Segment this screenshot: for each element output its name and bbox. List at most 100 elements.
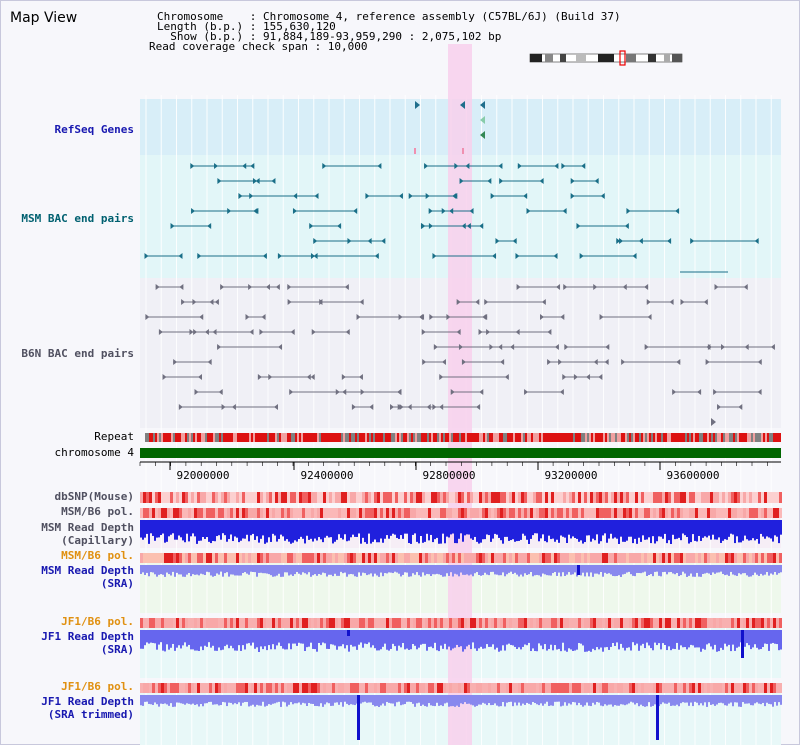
- jf1-b6-pol2-label[interactable]: JF1/B6 pol.: [61, 680, 134, 693]
- msm-sra-depth: [772, 565, 774, 575]
- msm-b6-pol2-strip: [422, 553, 425, 563]
- msm-b6-pol2-strip: [446, 553, 449, 563]
- msm-sra-depth: [410, 565, 412, 577]
- dbsnp-strip: [515, 492, 518, 503]
- refseq-genes-label[interactable]: RefSeq Genes: [54, 123, 134, 136]
- jf1-b6-pol2-strip: [698, 683, 701, 693]
- msm-cap-depth: [502, 520, 504, 544]
- msm-bac-label[interactable]: MSM BAC end pairs: [21, 212, 134, 225]
- msm-b6-pol-label[interactable]: MSM/B6 pol.: [61, 505, 134, 518]
- jf1-b6-pol-label[interactable]: JF1/B6 pol.: [61, 615, 134, 628]
- repeat-segment: [531, 433, 533, 442]
- msm-cap-depth: [702, 520, 704, 538]
- jf1-sra-depth: [528, 630, 530, 643]
- repeat-segment: [393, 433, 395, 442]
- msm-b6-pol2-strip: [641, 553, 644, 563]
- jf1-sra-depth: [278, 630, 280, 643]
- repeat-segment: [375, 433, 377, 442]
- jf1-b6-pol2-strip: [596, 683, 599, 693]
- jf1-read-depth-trimmed-label[interactable]: JF1 Read Depth: [41, 695, 134, 708]
- b6n-bac-pair-end: [426, 404, 431, 410]
- jf1-sra-depth: [312, 630, 314, 649]
- repeat-segment: [409, 433, 411, 442]
- jf1-sra-depth: [598, 630, 600, 650]
- msm-b6-pol2-strip: [701, 553, 704, 563]
- dbsnp-strip: [428, 492, 431, 503]
- msm-cap-depth: [454, 520, 456, 544]
- dbsnp-strip: [416, 492, 419, 503]
- msm-sra-depth: [656, 565, 658, 572]
- b6n-bac-label[interactable]: B6N BAC end pairs: [21, 347, 134, 360]
- msm-b6-pol-strip: [605, 508, 608, 518]
- msm-b6-pol2-strip: [596, 553, 599, 563]
- b6n-bac-pair-end: [358, 374, 363, 380]
- jf1-b6-pol2-strip: [206, 683, 209, 693]
- jf1-trim-depth: [538, 695, 540, 706]
- msm-b6-pol2-strip: [491, 553, 494, 563]
- jf1-trim-depth: [716, 695, 718, 705]
- jf1-sra-depth: [152, 630, 154, 643]
- msm-sra-depth: [192, 565, 194, 575]
- jf1-trim-depth: [166, 695, 168, 705]
- jf1-b6-pol2-strip: [581, 683, 584, 693]
- jf1-b6-pol2-strip: [773, 683, 776, 693]
- repeat-segment: [661, 433, 663, 442]
- jf1-trim-depth: [254, 695, 256, 707]
- jf1-sra-depth: [480, 630, 482, 647]
- repeat-segment: [401, 433, 403, 442]
- jf1-sra-depth: [452, 630, 454, 649]
- msm-cap-depth: [168, 520, 170, 537]
- jf1-read-depth-sra-label[interactable]: JF1 Read Depth: [41, 630, 134, 643]
- jf1-sra-depth: [672, 630, 674, 649]
- jf1-b6-pol2-strip: [179, 683, 182, 693]
- msm-bac-pair-end: [408, 193, 413, 199]
- msm-sra-depth: [404, 565, 406, 573]
- msm-read-depth-cap-label[interactable]: MSM Read Depth: [41, 521, 134, 534]
- jf1-trim-depth: [200, 695, 202, 705]
- jf1-sra-depth: [416, 630, 418, 650]
- dbsnp-strip: [482, 492, 485, 503]
- jf1-trim-depth: [536, 695, 538, 705]
- msm-sra-depth: [452, 565, 454, 577]
- msm-sra-depth: [334, 565, 336, 574]
- jf1-b6-pol-strip: [359, 618, 362, 628]
- msm-b6-pol-strip: [335, 508, 338, 518]
- jf1-sra-depth: [612, 630, 614, 644]
- msm-cap-depth: [364, 520, 366, 543]
- msm-bac-pair-end: [495, 238, 500, 244]
- msm-b6-pol2-label[interactable]: MSM/B6 pol.: [61, 549, 134, 562]
- msm-sra-depth: [164, 565, 166, 577]
- jf1-trim-depth: [622, 695, 624, 705]
- msm-b6-pol-strip: [386, 508, 389, 518]
- dbsnp-label[interactable]: dbSNP(Mouse): [54, 490, 134, 503]
- jf1-b6-pol-strip: [761, 618, 764, 628]
- jf1-trim-depth: [620, 695, 622, 705]
- repeat-segment: [173, 433, 175, 442]
- jf1-trim-depth: [152, 695, 154, 705]
- msm-cap-depth: [270, 520, 272, 542]
- jf1-sra-depth: [536, 630, 538, 652]
- msm-b6-pol-strip: [200, 508, 203, 518]
- b6n-bac-pair-end: [705, 359, 710, 365]
- jf1-b6-pol2-strip: [140, 683, 143, 693]
- jf1-sra-depth: [182, 630, 184, 646]
- msm-cap-depth: [466, 520, 468, 535]
- jf1-trim-depth: [618, 695, 620, 706]
- jf1-trim-depth: [400, 695, 402, 706]
- jf1-sra-depth: [736, 630, 738, 648]
- msm-b6-pol2-strip: [437, 553, 440, 563]
- jf1-trim-depth: [736, 695, 738, 703]
- msm-read-depth-sra-label[interactable]: MSM Read Depth: [41, 564, 134, 577]
- repeat-segment: [533, 433, 535, 442]
- jf1-trim-depth: [316, 695, 318, 707]
- jf1-sra-depth: [200, 630, 202, 647]
- repeat-segment: [543, 433, 545, 442]
- jf1-b6-pol-strip: [461, 618, 464, 628]
- msm-cap-depth: [464, 520, 466, 536]
- jf1-trim-depth: [372, 695, 374, 705]
- msm-cap-depth: [550, 520, 552, 540]
- msm-b6-pol2-strip: [551, 553, 554, 563]
- msm-cap-depth: [538, 520, 540, 542]
- jf1-trim-depth: [424, 695, 426, 707]
